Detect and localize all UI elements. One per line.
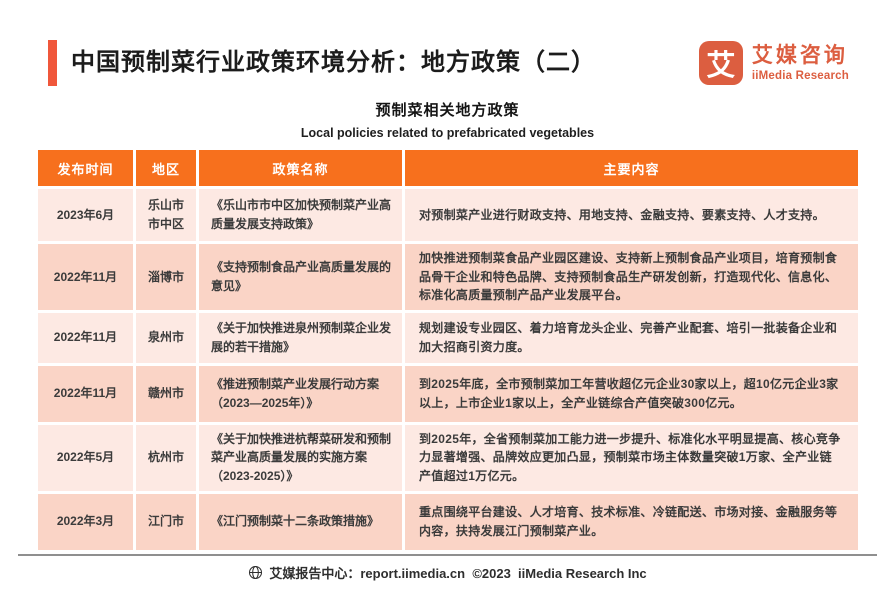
page-header: 中国预制菜行业政策环境分析：地方政策（二） 艾 艾媒咨询 iiMedia Res… <box>0 0 895 86</box>
table-title-en: Local policies related to prefabricated … <box>300 126 595 140</box>
cell-policy: 《乐山市市中区加快预制菜产业高质量发展支持政策》 <box>199 189 402 241</box>
table-row: 2022年5月 杭州市 《关于加快推进杭帮菜研发和预制菜产业高质量发展的实施方案… <box>38 424 858 491</box>
cell-date: 2022年11月 <box>38 312 133 363</box>
cell-region: 杭州市 <box>136 424 196 491</box>
cell-date: 2023年6月 <box>38 189 133 241</box>
table-header-row: 发布时间 地区 政策名称 主要内容 <box>38 150 858 186</box>
cell-date: 2022年5月 <box>38 424 133 491</box>
policy-table: 发布时间 地区 政策名称 主要内容 2023年6月 乐山市 市中区 《乐山市市中… <box>38 150 858 550</box>
page-footer: 艾媒报告中心：report.iimedia.cn ©2023 iiMedia R… <box>0 563 895 582</box>
col-header-main-content: 主要内容 <box>405 150 858 186</box>
cell-date: 2022年11月 <box>38 365 133 422</box>
cell-region: 乐山市 市中区 <box>136 189 196 241</box>
col-header-policy-name: 政策名称 <box>199 150 402 186</box>
title-accent-bar <box>48 40 57 86</box>
cell-region: 淄博市 <box>136 244 196 310</box>
cell-content: 到2025年底，全市预制菜加工年营收超亿元企业30家以上，超10亿元企业3家以上… <box>405 365 858 422</box>
cell-region: 江门市 <box>136 493 196 550</box>
logo-glyph: 艾 <box>706 50 736 82</box>
footer-text: 艾媒报告中心：report.iimedia.cn ©2023 iiMedia R… <box>269 565 647 581</box>
cell-policy: 《关于加快推进杭帮菜研发和预制菜产业高质量发展的实施方案（2023-2025）》 <box>199 424 402 491</box>
brand-name-en: iiMedia Research <box>751 69 849 82</box>
col-header-region: 地区 <box>136 150 196 186</box>
table-title-cn: 预制菜相关地方政策 <box>375 102 520 119</box>
cell-content: 重点围绕平台建设、人才培育、技术标准、冷链配送、市场对接、金融服务等内容，扶持发… <box>405 493 858 550</box>
cell-policy: 《推进预制菜产业发展行动方案（2023—2025年）》 <box>199 365 402 422</box>
cell-content: 到2025年，全省预制菜加工能力进一步提升、标准化水平明显提高、核心竞争力显著增… <box>405 424 858 491</box>
brand-logo: 艾 艾媒咨询 iiMedia Research <box>698 41 849 85</box>
table-row: 2022年11月 赣州市 《推进预制菜产业发展行动方案（2023—2025年）》… <box>38 365 858 422</box>
cell-date: 2022年3月 <box>38 493 133 550</box>
cell-policy: 《关于加快推进泉州预制菜企业发展的若干措施》 <box>199 312 402 363</box>
table-row: 2022年3月 江门市 《江门预制菜十二条政策措施》 重点围绕平台建设、人才培育… <box>38 493 858 550</box>
cell-content: 规划建设专业园区、着力培育龙头企业、完善产业配套、培引一批装备企业和加大招商引资… <box>405 312 858 363</box>
globe-icon <box>249 565 263 579</box>
table-row: 2022年11月 泉州市 《关于加快推进泉州预制菜企业发展的若干措施》 规划建设… <box>38 312 858 363</box>
cell-content: 加快推进预制菜食品产业园区建设、支持新上预制食品产业项目，培育预制食品骨干企业和… <box>405 244 858 310</box>
col-header-publish-date: 发布时间 <box>38 150 133 186</box>
cell-region: 泉州市 <box>136 312 196 363</box>
brand-name-cn: 艾媒咨询 <box>751 44 848 68</box>
cell-region: 赣州市 <box>136 365 196 422</box>
table-row: 2022年11月 淄博市 《支持预制食品产业高质量发展的意见》 加快推进预制菜食… <box>38 244 858 310</box>
cell-policy: 《江门预制菜十二条政策措施》 <box>199 493 402 550</box>
cell-date: 2022年11月 <box>38 244 133 310</box>
cell-content: 对预制菜产业进行财政支持、用地支持、金融支持、要素支持、人才支持。 <box>405 189 858 241</box>
footer-divider <box>18 553 877 556</box>
table-row: 2023年6月 乐山市 市中区 《乐山市市中区加快预制菜产业高质量发展支持政策》… <box>38 189 858 241</box>
brand-text: 艾媒咨询 iiMedia Research <box>752 44 849 81</box>
page-title: 中国预制菜行业政策环境分析：地方政策（二） <box>71 49 596 77</box>
title-block: 中国预制菜行业政策环境分析：地方政策（二） <box>48 40 596 86</box>
cell-policy: 《支持预制食品产业高质量发展的意见》 <box>199 244 402 310</box>
iimedia-logo-icon: 艾 <box>698 41 743 85</box>
